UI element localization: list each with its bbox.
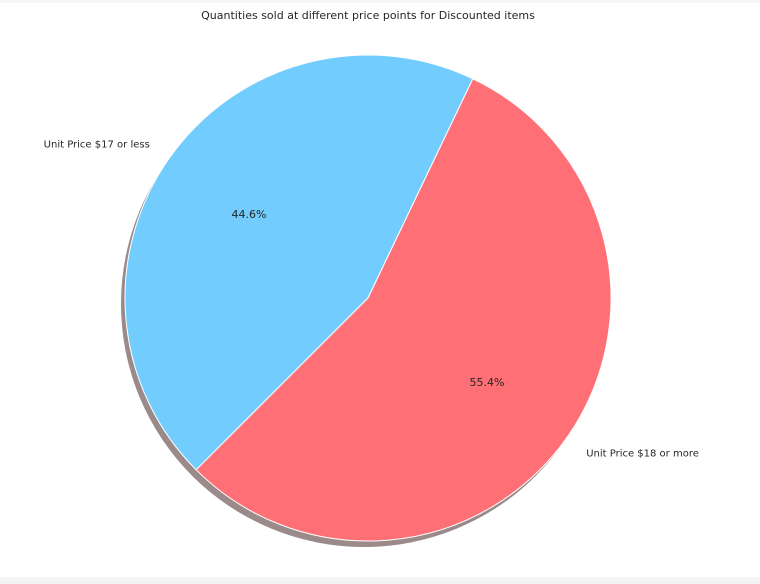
pie-slice-1	[195, 78, 612, 542]
pie-pct-label-0: 44.6%	[232, 208, 267, 221]
pie-category-label-1: Unit Price $18 or more	[586, 448, 699, 459]
pie-slice-0	[124, 54, 474, 471]
top-strip	[0, 0, 760, 3]
pie-label-layer: 44.6% Unit Price $17 or less 55.4% Unit Pri…	[44, 140, 699, 460]
bottom-strip	[0, 577, 760, 584]
pie-pct-label-1: 55.4%	[470, 376, 505, 389]
pie-slice-layer	[124, 54, 612, 542]
chart-title: Quantities sold at different price point…	[201, 9, 535, 22]
pie-category-label-0: Unit Price $17 or less	[44, 140, 150, 151]
